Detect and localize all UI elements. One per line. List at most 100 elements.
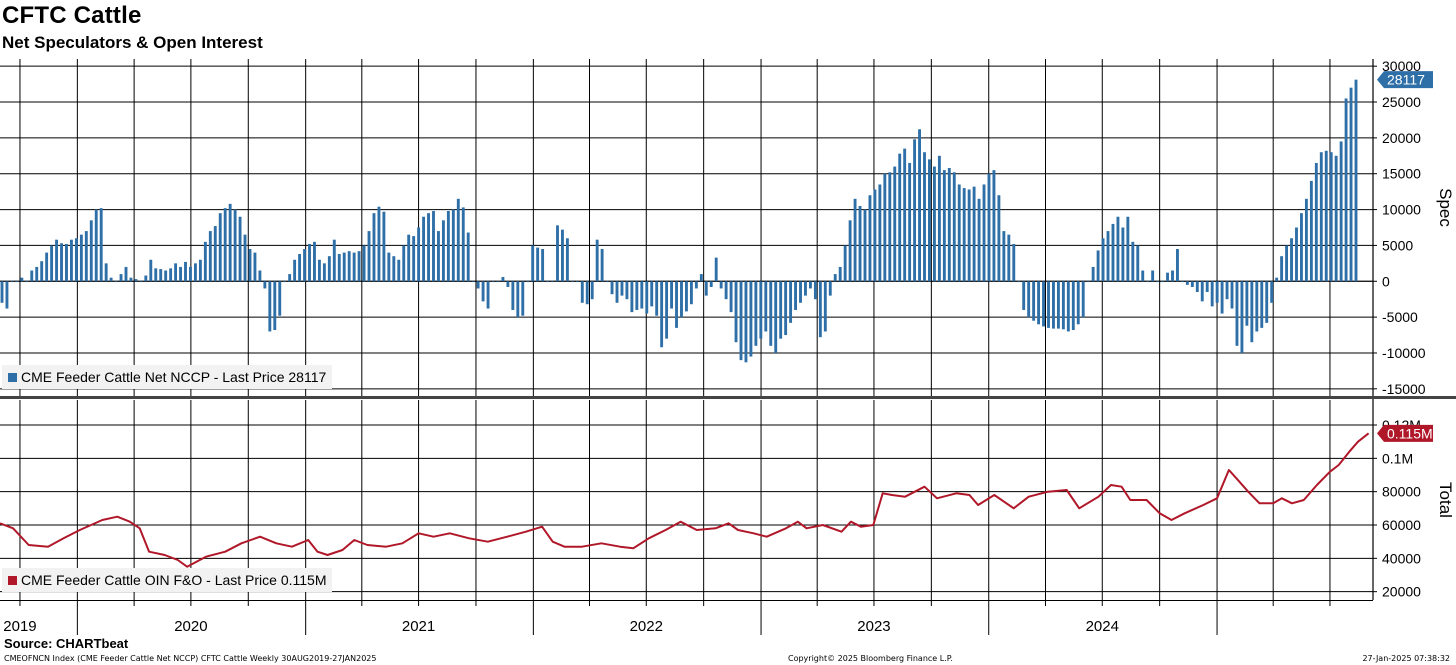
- spec-bar: [689, 281, 693, 305]
- y-tick-label: -5000: [1382, 309, 1418, 325]
- spec-bars: [0, 79, 1358, 363]
- spec-bar: [565, 238, 569, 282]
- spec-bar: [1210, 281, 1214, 307]
- spec-bar: [913, 139, 917, 282]
- spec-bar: [60, 243, 63, 282]
- spec-bar: [585, 281, 589, 305]
- spec-bar: [45, 252, 49, 282]
- spec-bar: [888, 172, 892, 282]
- spec-bar: [1141, 270, 1145, 282]
- spec-bar: [918, 129, 921, 282]
- spec-bar: [456, 198, 460, 282]
- spec-bar: [164, 270, 168, 282]
- spec-bar: [218, 213, 222, 282]
- spec-bar: [575, 281, 579, 283]
- y-tick-label: -10000: [1382, 345, 1426, 361]
- spec-bar: [362, 245, 366, 282]
- spec-bar: [248, 249, 252, 282]
- spec-bar: [521, 281, 525, 316]
- spec-bar: [630, 281, 634, 313]
- spec-bar: [1027, 281, 1031, 318]
- spec-bar: [823, 281, 827, 332]
- spec-bar: [1106, 231, 1110, 282]
- spec-bar: [714, 257, 718, 282]
- spec-bar: [893, 166, 897, 282]
- spec-bar: [1126, 216, 1130, 282]
- spec-legend-box: [2, 365, 332, 389]
- y-tick-label: 0.1M: [1382, 450, 1413, 466]
- spec-bar: [104, 263, 108, 282]
- spec-bar: [804, 281, 807, 296]
- total-last-price-tag-label: 0.115M: [1387, 425, 1433, 441]
- spec-bar: [561, 229, 564, 282]
- spec-bar: [124, 266, 128, 282]
- spec-bar: [10, 281, 14, 283]
- spec-bar: [863, 209, 867, 282]
- spec-bar: [977, 198, 981, 282]
- spec-bar: [238, 216, 242, 282]
- spec-bar: [967, 189, 971, 282]
- spec-bar: [868, 195, 872, 282]
- spec-bar: [243, 234, 247, 282]
- spec-bar: [640, 281, 644, 309]
- footer-index: CMEOFNCN Index (CME Feeder Cattle Net NC…: [4, 654, 377, 663]
- spec-bar: [1176, 249, 1179, 282]
- spec-bar: [119, 274, 123, 282]
- spec-bar: [833, 274, 837, 282]
- spec-bar: [74, 238, 78, 282]
- y-tick-label: 40000: [1382, 550, 1421, 566]
- spec-bar: [536, 247, 540, 282]
- spec-bar: [427, 213, 430, 282]
- spec-bar: [898, 153, 902, 282]
- spec-bar: [491, 281, 495, 283]
- spec-bar: [858, 205, 862, 282]
- spec-bar: [794, 281, 797, 310]
- spec-bar: [1066, 281, 1070, 332]
- spec-bar: [268, 281, 272, 332]
- spec-bar: [347, 251, 351, 282]
- spec-bar: [1225, 281, 1229, 300]
- spec-bar: [94, 209, 98, 282]
- spec-bar: [709, 281, 713, 288]
- y-tick-label: 0: [1382, 273, 1390, 289]
- spec-bar: [461, 207, 465, 282]
- spec-bar: [109, 277, 113, 282]
- spec-bar: [551, 281, 554, 283]
- spec-bar: [1304, 198, 1308, 282]
- spec-bar: [15, 281, 19, 283]
- spec-bar: [739, 281, 743, 361]
- spec-bar: [1270, 281, 1274, 303]
- spec-bar: [645, 281, 649, 314]
- spec-bar: [675, 281, 678, 328]
- spec-bar: [1275, 277, 1279, 282]
- total-legend-swatch: [8, 576, 17, 585]
- spec-bar: [600, 249, 604, 282]
- spec-bar: [0, 281, 4, 303]
- spec-bar: [580, 281, 584, 303]
- spec-bar: [1324, 150, 1328, 282]
- x-tick-label: 2023: [857, 618, 890, 635]
- spec-bar: [1255, 281, 1259, 332]
- spec-bar: [79, 234, 83, 282]
- spec-bar: [387, 252, 391, 282]
- spec-bar: [769, 281, 773, 346]
- spec-bar: [1007, 234, 1011, 282]
- spec-bar: [660, 281, 664, 348]
- spec-bar: [694, 281, 698, 289]
- spec-bar: [189, 266, 192, 282]
- spec-bar: [808, 281, 812, 289]
- x-tick-label: 2021: [402, 618, 435, 635]
- spec-bar: [402, 245, 406, 282]
- spec-bar: [620, 281, 624, 296]
- spec-bar: [327, 256, 331, 282]
- spec-bar: [352, 252, 356, 282]
- axes: [0, 59, 1456, 635]
- spec-bar: [1300, 213, 1303, 282]
- spec-bar: [5, 281, 9, 309]
- spec-bar: [25, 281, 29, 283]
- spec-bar: [35, 266, 39, 282]
- spec-bar: [878, 184, 882, 282]
- spec-bar: [476, 281, 480, 289]
- total-legend-text: CME Feeder Cattle OIN F&O - Last Price 0…: [21, 572, 327, 588]
